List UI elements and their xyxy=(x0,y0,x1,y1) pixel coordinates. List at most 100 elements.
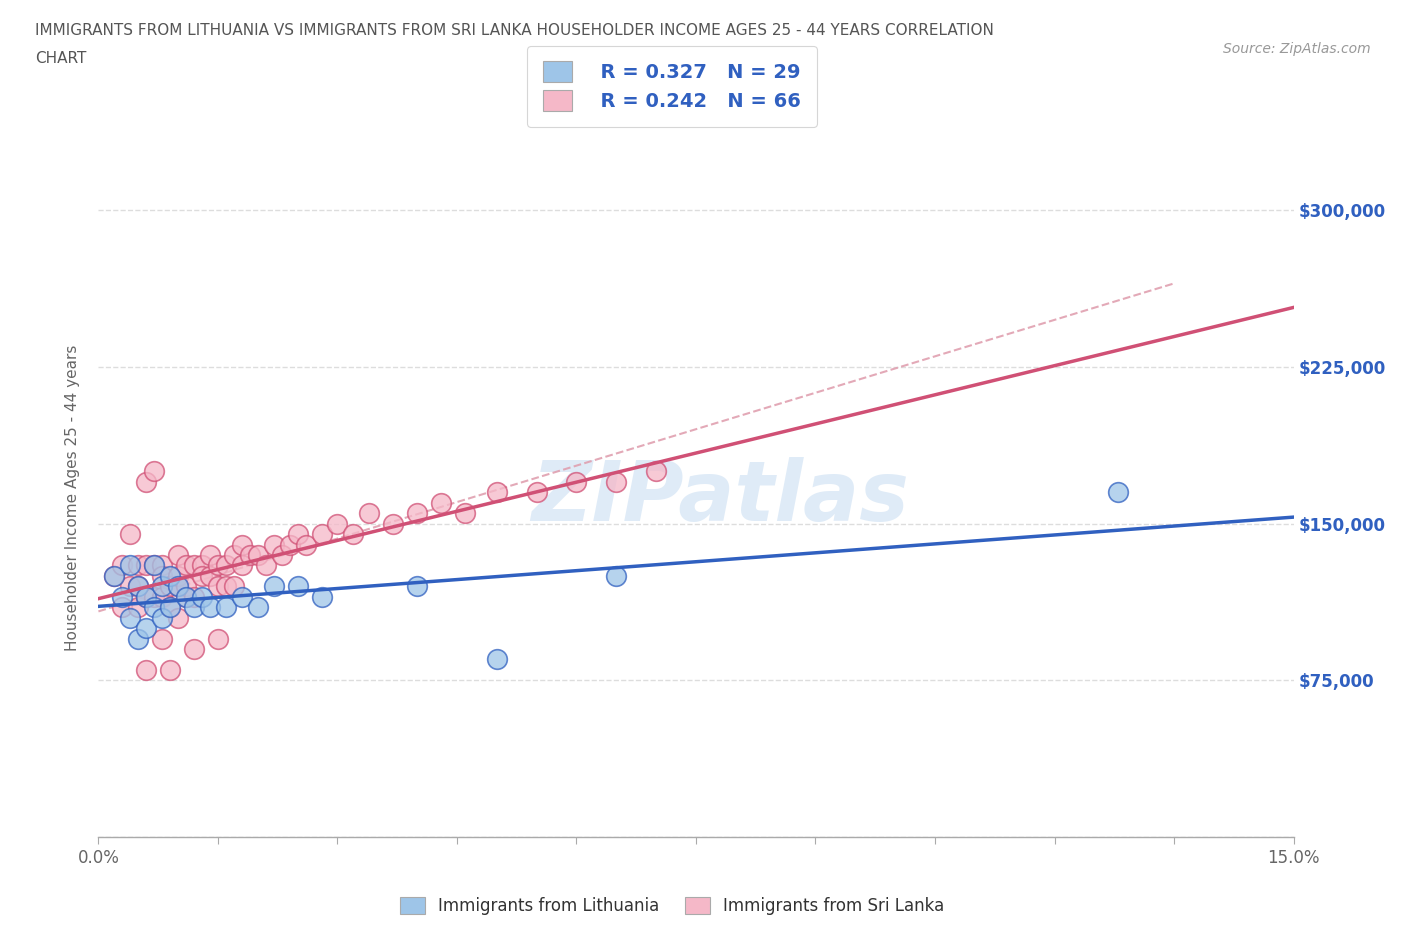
Point xyxy=(111,590,134,604)
Point xyxy=(135,590,157,604)
Point xyxy=(150,631,173,646)
Point xyxy=(326,516,349,531)
Point xyxy=(174,590,197,604)
Y-axis label: Householder Income Ages 25 - 44 years: Householder Income Ages 25 - 44 years xyxy=(65,344,80,651)
Point xyxy=(605,568,627,583)
Point xyxy=(120,558,142,573)
Point xyxy=(135,590,157,604)
Point xyxy=(174,590,197,604)
Point xyxy=(222,548,245,563)
Point xyxy=(454,506,477,521)
Point xyxy=(485,652,508,667)
Point xyxy=(231,558,253,573)
Point xyxy=(359,506,381,521)
Point xyxy=(246,548,269,563)
Point xyxy=(159,600,181,615)
Point xyxy=(311,526,333,541)
Point xyxy=(430,496,453,511)
Point xyxy=(150,558,173,573)
Point xyxy=(207,631,229,646)
Point xyxy=(167,578,190,593)
Point xyxy=(183,642,205,657)
Point xyxy=(287,578,309,593)
Point xyxy=(382,516,405,531)
Point xyxy=(526,485,548,499)
Point xyxy=(111,600,134,615)
Point xyxy=(191,590,214,604)
Point xyxy=(294,538,316,552)
Point xyxy=(287,526,309,541)
Point xyxy=(645,464,668,479)
Point xyxy=(1107,485,1129,499)
Point xyxy=(135,474,157,489)
Point xyxy=(311,590,333,604)
Point xyxy=(167,548,190,563)
Point xyxy=(127,631,149,646)
Point xyxy=(127,578,149,593)
Point xyxy=(191,558,214,573)
Point xyxy=(198,568,221,583)
Point xyxy=(270,548,292,563)
Point xyxy=(183,600,205,615)
Point xyxy=(183,558,205,573)
Point xyxy=(120,578,142,593)
Point xyxy=(215,578,238,593)
Point xyxy=(174,578,197,593)
Point xyxy=(120,610,142,625)
Point xyxy=(143,558,166,573)
Point xyxy=(183,590,205,604)
Point xyxy=(263,538,285,552)
Point xyxy=(143,558,166,573)
Text: IMMIGRANTS FROM LITHUANIA VS IMMIGRANTS FROM SRI LANKA HOUSEHOLDER INCOME AGES 2: IMMIGRANTS FROM LITHUANIA VS IMMIGRANTS … xyxy=(35,23,994,38)
Point xyxy=(231,590,253,604)
Point xyxy=(565,474,588,489)
Point xyxy=(246,600,269,615)
Point xyxy=(215,558,238,573)
Point xyxy=(342,526,364,541)
Point xyxy=(143,464,166,479)
Text: ZIPatlas: ZIPatlas xyxy=(531,457,908,538)
Point xyxy=(111,558,134,573)
Point xyxy=(191,568,214,583)
Point xyxy=(406,578,429,593)
Point xyxy=(159,662,181,677)
Point xyxy=(207,578,229,593)
Point xyxy=(485,485,508,499)
Point xyxy=(239,548,262,563)
Point xyxy=(222,578,245,593)
Point xyxy=(198,600,221,615)
Point xyxy=(127,578,149,593)
Point xyxy=(167,578,190,593)
Point xyxy=(159,600,181,615)
Legend: Immigrants from Lithuania, Immigrants from Sri Lanka: Immigrants from Lithuania, Immigrants fr… xyxy=(392,889,952,923)
Text: Source: ZipAtlas.com: Source: ZipAtlas.com xyxy=(1223,42,1371,56)
Point xyxy=(254,558,277,573)
Point xyxy=(198,548,221,563)
Point xyxy=(174,558,197,573)
Point xyxy=(150,578,173,593)
Point xyxy=(150,568,173,583)
Point xyxy=(135,558,157,573)
Point xyxy=(278,538,301,552)
Point xyxy=(127,600,149,615)
Point xyxy=(103,568,125,583)
Point xyxy=(143,600,166,615)
Point xyxy=(167,610,190,625)
Point xyxy=(263,578,285,593)
Point xyxy=(150,590,173,604)
Text: CHART: CHART xyxy=(35,51,87,66)
Point xyxy=(150,610,173,625)
Point xyxy=(167,568,190,583)
Point xyxy=(103,568,125,583)
Point xyxy=(127,558,149,573)
Point xyxy=(135,662,157,677)
Point xyxy=(135,620,157,635)
Point xyxy=(231,538,253,552)
Point xyxy=(605,474,627,489)
Point xyxy=(406,506,429,521)
Point xyxy=(215,600,238,615)
Point xyxy=(159,568,181,583)
Point xyxy=(120,526,142,541)
Point xyxy=(207,558,229,573)
Point xyxy=(143,590,166,604)
